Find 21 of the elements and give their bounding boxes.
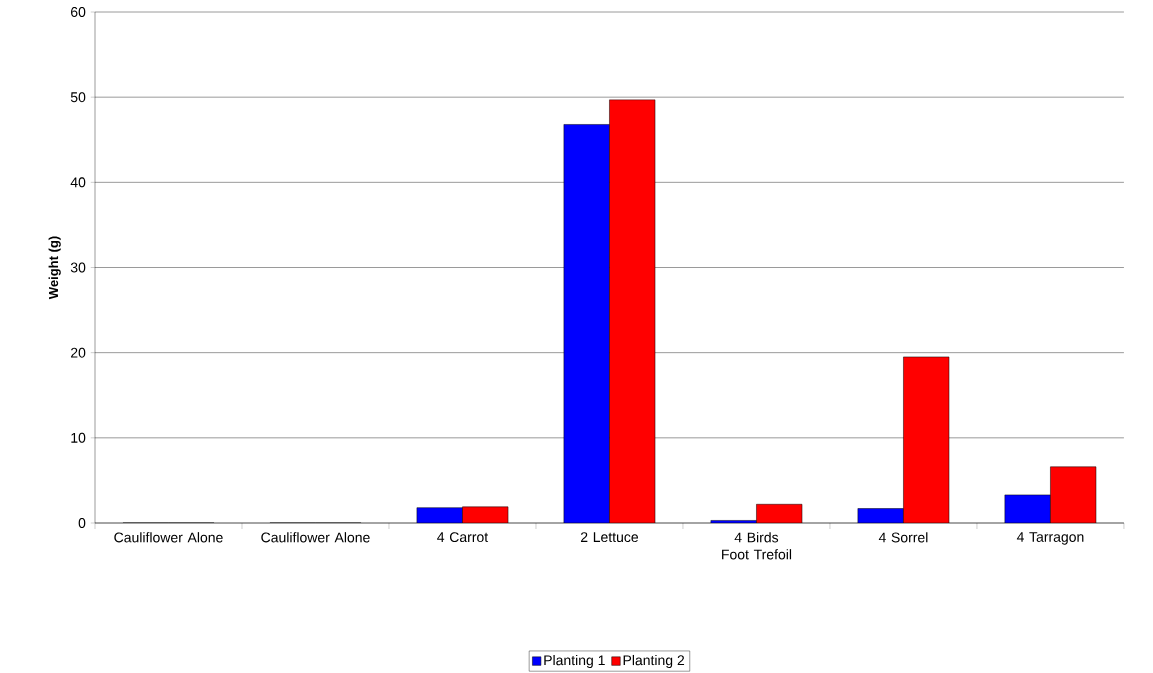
y-tick-label: 10 <box>71 432 86 443</box>
y-tick-label: 30 <box>70 262 86 273</box>
x-tick-label: Cauliflower Alone <box>114 532 223 543</box>
y-tick-label: 0 <box>78 518 86 528</box>
y-tick-label: 20 <box>71 347 86 358</box>
x-tick-label: 4 Carrot <box>437 532 489 543</box>
bar <box>1050 466 1097 523</box>
y-tick-label: 60 <box>71 7 86 17</box>
bar <box>609 99 656 523</box>
bar <box>903 356 950 523</box>
y-tick-label: 40 <box>70 177 86 188</box>
legend-label: Planting 2 <box>623 654 685 668</box>
x-tick-label: 4 Birds Foot Trefoil <box>722 532 792 560</box>
y-axis-title: Weight (g) <box>48 236 61 300</box>
x-tick-label: 4 Sorrel <box>878 532 928 543</box>
x-tick-label: Cauliflower Alone <box>261 532 370 543</box>
x-tick-label: 4 Tarragon <box>1016 532 1084 545</box>
legend-label: Planting 1 <box>544 654 605 668</box>
x-tick-label: 2 Lettuce <box>580 532 639 543</box>
y-tick-label: 50 <box>70 92 86 103</box>
bar <box>462 506 509 523</box>
